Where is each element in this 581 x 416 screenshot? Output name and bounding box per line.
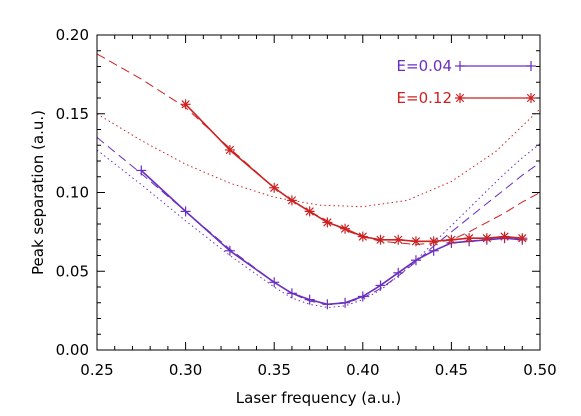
marker-layer xyxy=(136,99,528,310)
legend-label: E=0.04 xyxy=(397,57,452,75)
x-axis-label: Laser frequency (a.u.) xyxy=(236,389,401,407)
y-axis-label: Peak separation (a.u.) xyxy=(29,110,47,275)
data-point-marker xyxy=(410,236,421,247)
x-tick-label: 0.40 xyxy=(346,361,379,379)
data-point-marker xyxy=(499,231,510,242)
data-point-marker xyxy=(286,288,297,299)
reference-curve-dashed xyxy=(96,53,541,246)
data-point-marker xyxy=(481,233,492,244)
legend: E=0.04 E=0.12 xyxy=(397,57,536,107)
y-tick-label: 0.05 xyxy=(56,262,89,280)
x-tick-label: 0.25 xyxy=(80,361,113,379)
data-point-marker xyxy=(340,297,351,308)
data-point-marker xyxy=(180,206,191,217)
data-point-marker xyxy=(224,245,235,256)
y-tick-label: 0.00 xyxy=(56,341,89,359)
data-point-marker xyxy=(269,182,280,193)
data-point-marker xyxy=(428,236,439,247)
legend-label: E=0.12 xyxy=(397,89,452,107)
series-line-1 xyxy=(140,169,523,306)
data-point-marker xyxy=(357,231,368,242)
reference-curve-dashed xyxy=(96,137,541,305)
x-tick-label: 0.30 xyxy=(169,361,202,379)
reference-curve-dotted xyxy=(96,108,541,208)
reference-curve-dotted xyxy=(96,143,541,309)
data-point-marker xyxy=(517,233,528,244)
data-point-marker xyxy=(322,217,333,228)
data-point-marker xyxy=(357,291,368,302)
data-point-marker xyxy=(375,234,386,245)
data-point-marker xyxy=(526,61,536,71)
data-point-marker xyxy=(286,195,297,206)
x-tick-label: 0.50 xyxy=(523,361,556,379)
data-point-marker xyxy=(393,267,404,278)
data-point-marker xyxy=(410,255,421,266)
y-tick-label: 0.15 xyxy=(56,105,89,123)
data-point-marker xyxy=(180,99,191,110)
data-point-marker xyxy=(393,234,404,245)
data-point-marker xyxy=(269,277,280,288)
data-point-marker xyxy=(428,245,439,256)
x-tick-label: 0.35 xyxy=(257,361,290,379)
data-point-marker xyxy=(455,61,465,71)
data-point-marker xyxy=(526,93,536,103)
data-point-marker xyxy=(340,223,351,234)
x-tick-label: 0.45 xyxy=(435,361,468,379)
data-point-marker xyxy=(455,93,465,103)
series-line-2 xyxy=(185,103,523,243)
data-point-marker xyxy=(464,233,475,244)
curve-layer xyxy=(96,53,541,309)
data-point-marker xyxy=(136,165,147,176)
y-tick-label: 0.20 xyxy=(56,26,89,44)
data-point-marker xyxy=(322,299,333,310)
axes-layer: 0.25 0.30 0.35 0.40 0.45 0.50 0.00 0.05 0.10 0.15… xyxy=(29,26,557,407)
data-point-marker xyxy=(304,294,315,305)
data-point-marker xyxy=(446,234,457,245)
y-tick-label: 0.10 xyxy=(56,184,89,202)
data-point-marker xyxy=(375,280,386,291)
data-point-marker xyxy=(224,144,235,155)
data-point-marker xyxy=(304,206,315,217)
